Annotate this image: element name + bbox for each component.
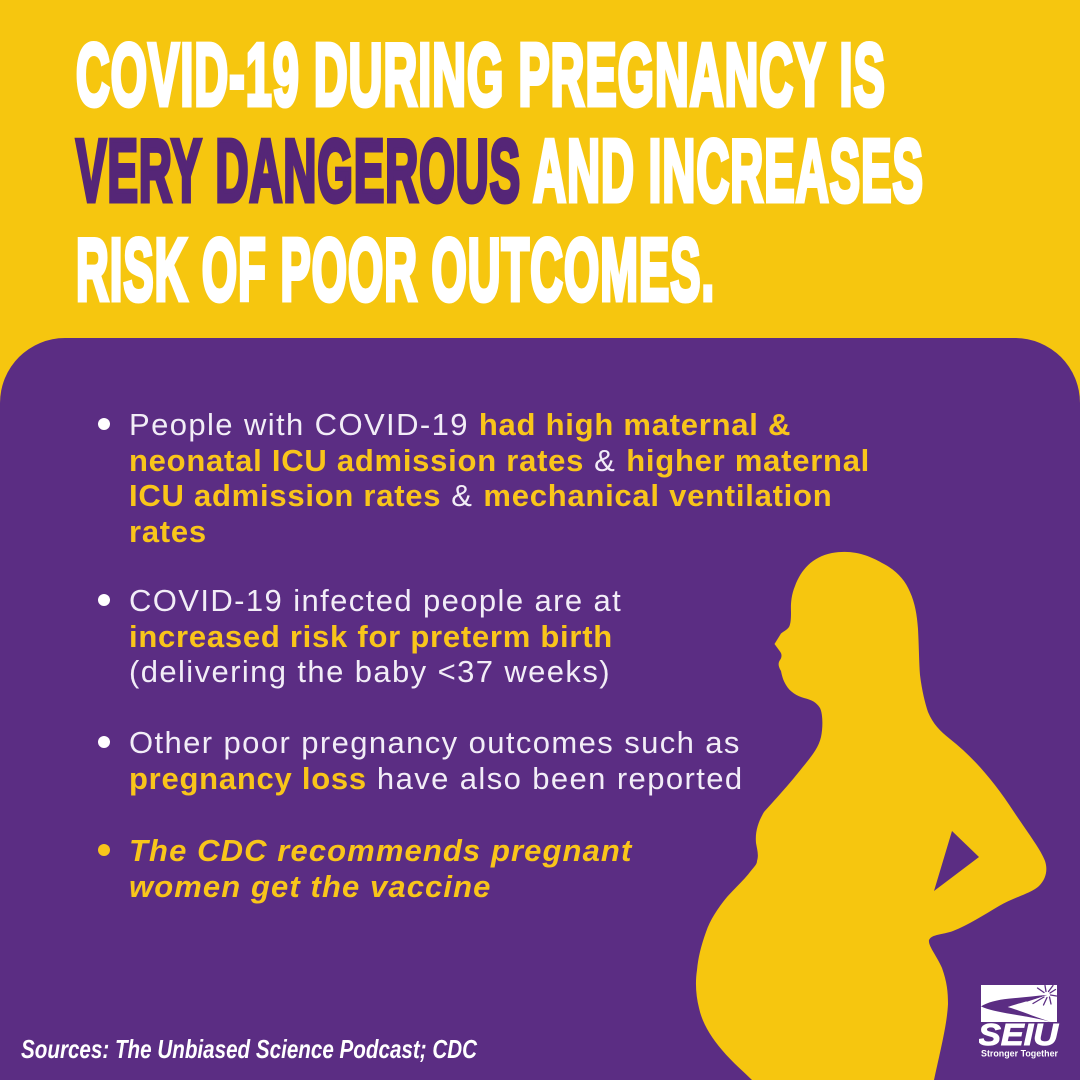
- svg-text:Stronger Together: Stronger Together: [981, 1049, 1058, 1060]
- svg-text:SEIU: SEIU: [979, 1018, 1059, 1052]
